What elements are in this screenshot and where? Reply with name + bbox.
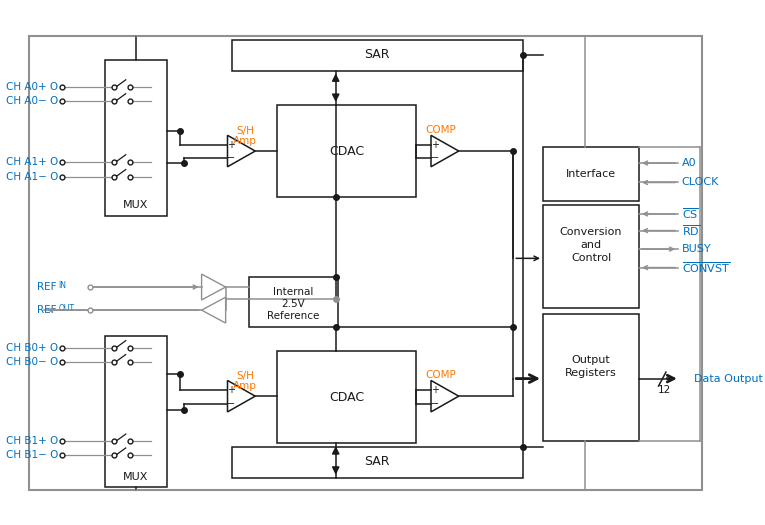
- Text: COMP: COMP: [426, 370, 457, 380]
- Text: Registers: Registers: [565, 368, 617, 378]
- Text: BUSY: BUSY: [682, 244, 711, 254]
- Text: +: +: [431, 140, 438, 150]
- Bar: [249, 277, 338, 327]
- Text: REF: REF: [37, 305, 57, 315]
- Bar: [106, 336, 168, 487]
- Bar: [232, 447, 523, 478]
- Polygon shape: [202, 297, 226, 323]
- Bar: [543, 205, 639, 308]
- Text: and: and: [581, 240, 601, 250]
- Text: $\overline{\mathrm{CONVST}}$: $\overline{\mathrm{CONVST}}$: [682, 260, 730, 275]
- Bar: [278, 351, 416, 443]
- Text: 12: 12: [657, 385, 671, 395]
- Text: COMP: COMP: [426, 125, 457, 135]
- Text: 2.5V: 2.5V: [282, 299, 305, 309]
- Text: CH A1+ O: CH A1+ O: [6, 157, 58, 167]
- Polygon shape: [431, 381, 459, 412]
- Polygon shape: [227, 381, 256, 412]
- Text: Output: Output: [571, 355, 610, 365]
- Text: Interface: Interface: [566, 169, 616, 179]
- Text: IN: IN: [58, 281, 67, 290]
- Text: Amp: Amp: [233, 381, 257, 391]
- Text: −: −: [227, 398, 236, 408]
- Text: Amp: Amp: [233, 136, 257, 146]
- Text: −: −: [431, 153, 439, 163]
- Text: −: −: [227, 153, 236, 163]
- Text: S/H: S/H: [236, 125, 254, 135]
- Text: CDAC: CDAC: [329, 144, 364, 157]
- Bar: [543, 314, 639, 442]
- Text: A0: A0: [682, 158, 696, 168]
- Text: SAR: SAR: [365, 48, 390, 61]
- Bar: [278, 105, 416, 197]
- Text: Internal: Internal: [273, 287, 314, 297]
- Text: CH B0− O: CH B0− O: [6, 357, 58, 367]
- Bar: [543, 148, 639, 201]
- Text: $\overline{\mathrm{RD}}$: $\overline{\mathrm{RD}}$: [682, 223, 700, 238]
- Bar: [106, 60, 168, 216]
- Text: CDAC: CDAC: [329, 391, 364, 404]
- Text: −: −: [431, 398, 439, 408]
- Polygon shape: [431, 135, 459, 167]
- Bar: [232, 40, 523, 70]
- Text: OUT: OUT: [58, 304, 74, 313]
- Text: S/H: S/H: [236, 371, 254, 381]
- Text: CH A0+ O: CH A0+ O: [6, 82, 58, 92]
- Text: Data Output: Data Output: [694, 374, 763, 384]
- Text: CH A0− O: CH A0− O: [6, 96, 58, 106]
- Text: CH B0+ O: CH B0+ O: [6, 343, 58, 353]
- Text: CH A1− O: CH A1− O: [6, 172, 58, 182]
- Text: Conversion: Conversion: [560, 227, 622, 237]
- Text: MUX: MUX: [123, 200, 148, 209]
- Text: +: +: [227, 140, 235, 150]
- Text: CH B1+ O: CH B1+ O: [6, 436, 58, 446]
- Polygon shape: [202, 274, 226, 300]
- Text: SAR: SAR: [365, 455, 390, 468]
- Text: +: +: [431, 385, 438, 395]
- Text: $\overline{\mathrm{CS}}$: $\overline{\mathrm{CS}}$: [682, 207, 698, 221]
- Text: Reference: Reference: [267, 311, 319, 321]
- Text: CH B1− O: CH B1− O: [6, 450, 58, 460]
- Text: Control: Control: [571, 254, 611, 264]
- Text: REF: REF: [37, 282, 57, 292]
- Text: +: +: [227, 385, 235, 395]
- Text: MUX: MUX: [123, 471, 148, 481]
- Text: CLOCK: CLOCK: [682, 177, 719, 187]
- Polygon shape: [227, 135, 256, 167]
